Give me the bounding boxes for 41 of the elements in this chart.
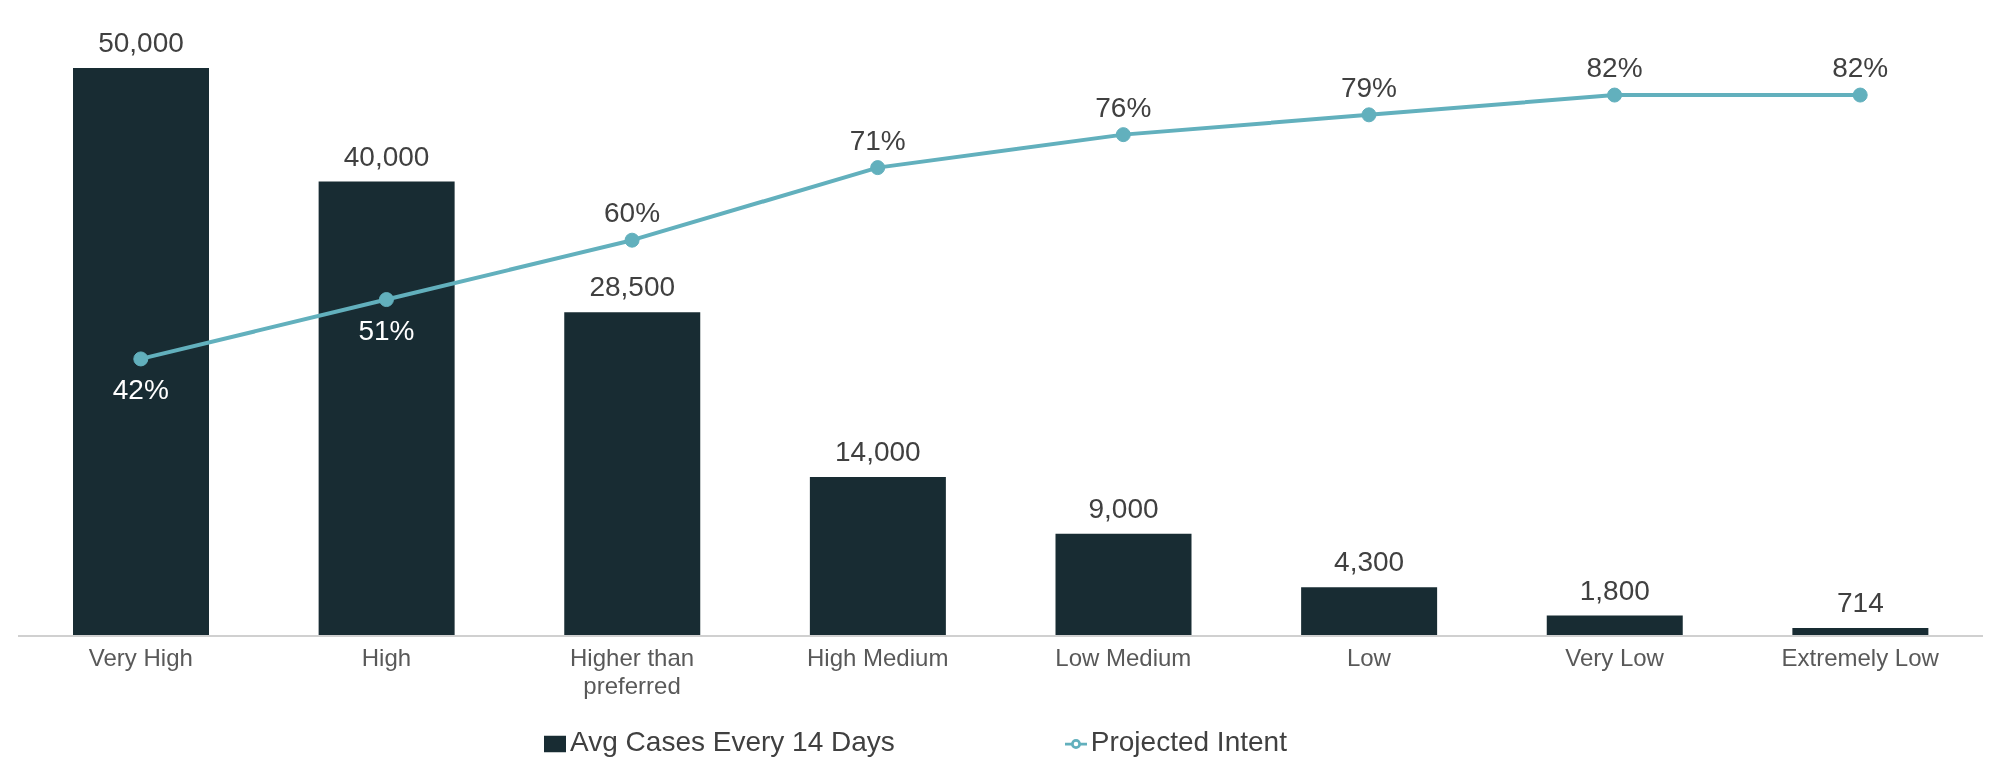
point (1607, 87, 1623, 103)
x-tick-label: Low Medium (1055, 644, 1192, 671)
data-label: 40,000 (343, 140, 430, 172)
data-label: 714 (1837, 586, 1884, 618)
x-tick-label: High (361, 644, 412, 671)
x-tick-label: Very High (88, 644, 193, 671)
data-label: 50,000 (98, 27, 184, 58)
data-label: 82% (1832, 52, 1889, 84)
x-tick-label: High Medium (806, 644, 949, 671)
point (624, 232, 640, 248)
data-label: 71% (849, 124, 906, 156)
bar (1301, 587, 1438, 636)
data-label: 28,500 (589, 271, 676, 303)
data-label: 76% (1095, 91, 1152, 123)
data-label: 79% (1340, 71, 1397, 103)
data-label: 82% (1586, 52, 1643, 84)
data-label: 51% (358, 314, 415, 346)
data-label: 4,300 (1334, 546, 1405, 578)
point (1852, 87, 1868, 103)
point (1115, 127, 1131, 143)
point (133, 351, 149, 367)
data-label: 14,000 (835, 435, 921, 467)
data-label: 42% (112, 373, 169, 405)
bar (318, 181, 455, 636)
point (378, 292, 394, 308)
data-label: 9,000 (1088, 492, 1159, 524)
bar (1055, 533, 1192, 636)
point (870, 160, 886, 176)
legend-label: Avg Cases Every 14 Days (570, 726, 895, 757)
bar (564, 312, 701, 636)
bar (809, 476, 946, 636)
data-label: 1,800 (1579, 574, 1650, 606)
x-tick-label: Low (1346, 644, 1392, 671)
data-label: 60% (604, 197, 661, 229)
bar (73, 68, 209, 636)
bar (1546, 615, 1683, 636)
point (1361, 107, 1377, 123)
x-tick-label: Higher than preferred (570, 644, 695, 699)
x-tick-label: Extremely Low (1781, 644, 1940, 671)
x-tick-label: Very Low (1565, 644, 1665, 671)
legend-label: Projected Intent (1090, 726, 1287, 757)
